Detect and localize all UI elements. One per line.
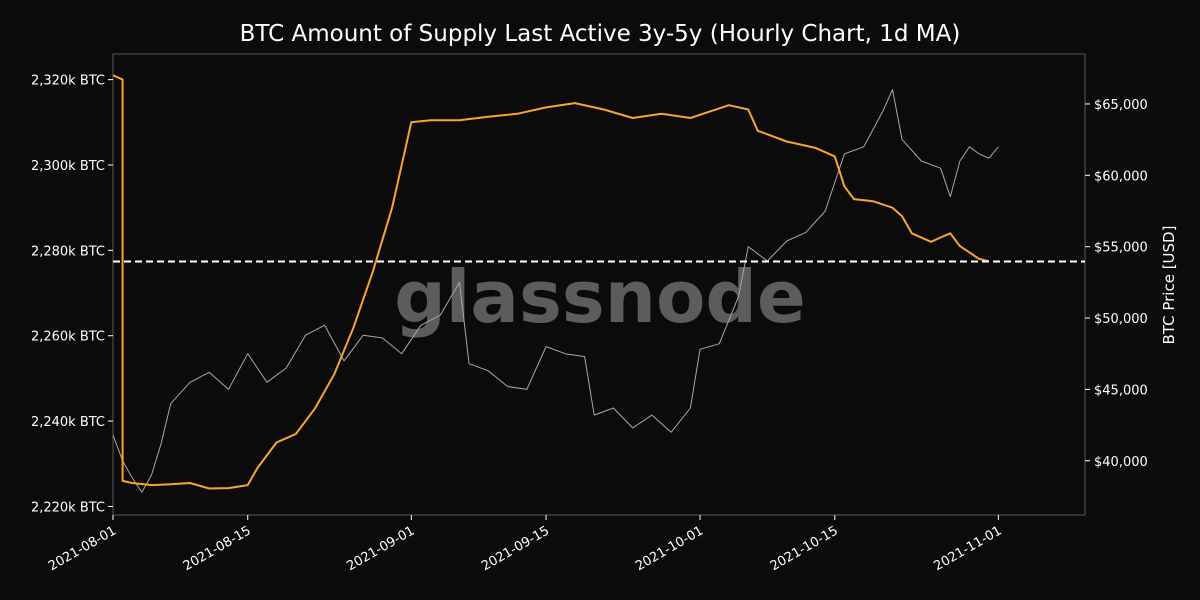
- right-tick-label: $55,000: [1094, 241, 1148, 256]
- supply-series-line: [112, 74, 990, 490]
- right-axis-label: BTC Price [USD]: [1160, 226, 1178, 345]
- left-tick-label: 2,300k BTC: [31, 159, 105, 174]
- price-series-line: [112, 89, 999, 493]
- right-tick-label: $60,000: [1094, 169, 1148, 184]
- watermark-logo: glassnode: [394, 255, 806, 339]
- right-tick-label: $45,000: [1094, 383, 1148, 398]
- right-tick-label: $65,000: [1094, 98, 1148, 113]
- right-tick-label: $40,000: [1094, 455, 1148, 470]
- left-tick-label: 2,280k BTC: [31, 244, 105, 259]
- left-tick-label: 2,320k BTC: [31, 74, 105, 89]
- plot-frame: [112, 53, 1086, 516]
- left-tick-label: 2,220k BTC: [31, 500, 105, 515]
- left-tick-label: 2,240k BTC: [31, 415, 105, 430]
- right-tick-label: $50,000: [1094, 312, 1148, 327]
- chart-title: BTC Amount of Supply Last Active 3y-5y (…: [240, 21, 961, 47]
- left-tick-label: 2,260k BTC: [31, 330, 105, 345]
